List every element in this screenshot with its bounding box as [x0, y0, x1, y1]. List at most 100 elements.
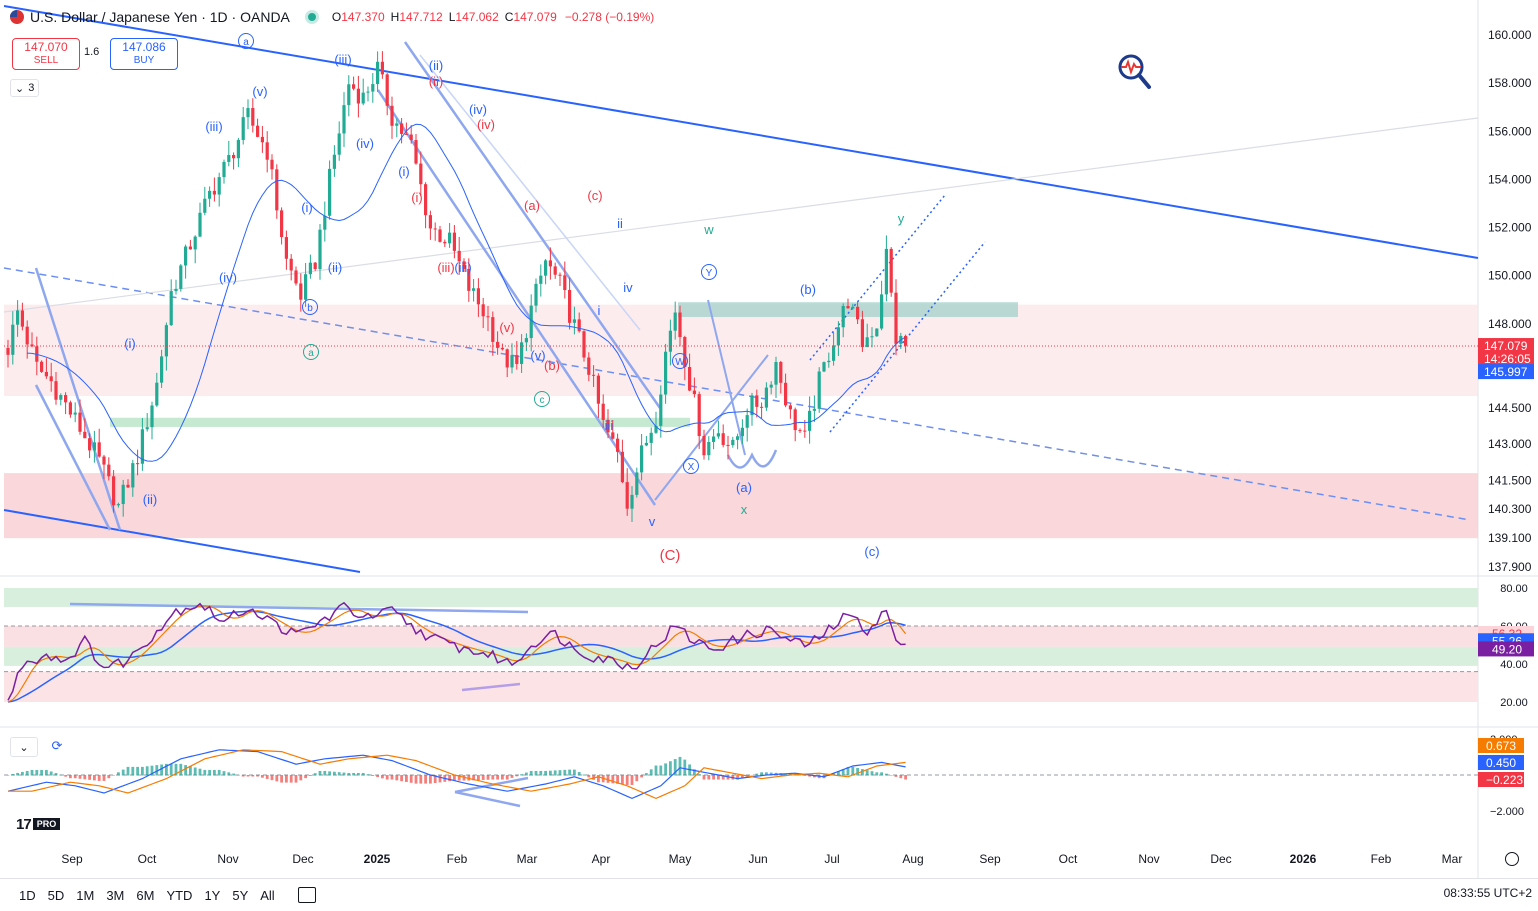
- candle-body: [438, 229, 442, 242]
- macd-hist-bar: [189, 766, 192, 776]
- candle-body: [332, 154, 336, 169]
- magnify-chart-icon[interactable]: [1116, 52, 1152, 92]
- macd-hist-bar: [299, 775, 303, 781]
- range-1m[interactable]: 1M: [76, 887, 95, 903]
- range-3m[interactable]: 3M: [106, 887, 125, 903]
- macd-hist-bar: [45, 769, 48, 776]
- wave-label: (C): [660, 547, 681, 564]
- candle-body: [558, 274, 562, 276]
- macd-hist-bar: [208, 769, 211, 776]
- macd-hist-bar: [669, 761, 672, 776]
- macd-hist-bar: [193, 767, 197, 776]
- candle-body: [817, 371, 821, 409]
- lower-trend-line: [3, 509, 361, 573]
- double-bottom-arc: [726, 449, 778, 469]
- candle-body: [793, 409, 797, 431]
- macd-hist-bar: [309, 775, 312, 776]
- candle-body: [534, 283, 538, 306]
- price-tick-label: 144.500: [1488, 401, 1532, 415]
- candle-body: [16, 310, 20, 325]
- candle-body: [788, 405, 792, 410]
- macd-hist-bar: [765, 772, 768, 776]
- macd-hist-bar: [155, 765, 159, 776]
- wave-label: (ii): [328, 260, 342, 275]
- macd-hist-bar: [419, 775, 423, 784]
- price-chart-svg[interactable]: a(iii) (ii)(ii)(v)(iv)(iv)(iii)(iv)(i)(i)…: [0, 0, 1538, 878]
- wave-label: X: [688, 462, 695, 473]
- macd-hist-bar: [841, 769, 845, 776]
- macd-hist-bar: [83, 775, 87, 780]
- range-1y[interactable]: 1Y: [204, 887, 221, 903]
- macd-hist-bar: [323, 770, 327, 776]
- range-5d[interactable]: 5D: [47, 887, 65, 903]
- candle-body: [457, 250, 461, 262]
- macd-hist-bar: [198, 768, 202, 776]
- sell-button[interactable]: 147.070 SELL: [12, 38, 80, 70]
- wave-label: (ii): [429, 58, 443, 73]
- candle-body: [808, 410, 812, 431]
- rsi-mid-zone: [4, 626, 1478, 647]
- ohlc-key: H: [390, 10, 400, 24]
- range-6m[interactable]: 6M: [136, 887, 155, 903]
- rsi-tick-label: 20.00: [1500, 697, 1528, 709]
- macd-hist-bar: [621, 775, 624, 785]
- dashed-trend-line: [3, 267, 1471, 521]
- x-tick-label: Mar: [1442, 852, 1463, 866]
- macd-hist-bar: [549, 770, 552, 776]
- candle-body: [179, 265, 183, 289]
- range-all[interactable]: All: [260, 887, 275, 903]
- wave-label: (i): [398, 164, 410, 179]
- candle-body: [328, 168, 332, 216]
- x-tick-label: May: [669, 852, 692, 866]
- buy-price: 147.086: [122, 40, 166, 54]
- macd-hist-bar: [333, 771, 336, 776]
- macd-hist-bar: [280, 775, 283, 783]
- macd-hist-bar: [337, 772, 341, 776]
- candle-body: [707, 441, 711, 456]
- range-5y[interactable]: 5Y: [232, 887, 249, 903]
- candle-body: [323, 215, 327, 230]
- macd-hist-bar: [577, 772, 581, 776]
- range-ytd[interactable]: YTD: [166, 887, 193, 903]
- candle-body: [404, 133, 408, 135]
- candle-body: [78, 412, 82, 432]
- macd-hist-bar: [40, 769, 43, 776]
- candle-body: [448, 232, 452, 244]
- x-tick-label: Dec: [292, 852, 313, 866]
- wave-label: (i): [124, 336, 136, 351]
- last-price: 14:26:05: [1484, 352, 1531, 366]
- wave-label: (iii): [334, 52, 351, 67]
- candle-body: [270, 159, 274, 170]
- symbol-title[interactable]: U.S. Dollar / Japanese Yen · 1D · OANDA: [30, 9, 290, 25]
- price-tick-label: 137.900: [1488, 560, 1532, 574]
- candle-body: [587, 357, 591, 375]
- macd-hist-bar: [21, 771, 24, 776]
- macd-hist-bar: [457, 775, 461, 781]
- sync-icon[interactable]: ⟳: [44, 737, 70, 755]
- candle-body: [145, 427, 149, 430]
- collapse-pane-button[interactable]: ⌄: [10, 737, 38, 757]
- gear-icon[interactable]: [1505, 852, 1519, 866]
- candle-body: [472, 288, 476, 291]
- candle-body: [198, 212, 202, 237]
- macd-hist-bar: [117, 772, 120, 776]
- indicators-toggle[interactable]: ⌄ 3: [10, 79, 40, 97]
- candle-body: [83, 431, 87, 439]
- candle-body: [280, 210, 284, 238]
- candle-body: [740, 427, 744, 437]
- buy-button[interactable]: 147.086 BUY: [110, 38, 178, 70]
- macd-hist-bar: [808, 775, 811, 777]
- candle-body: [769, 384, 773, 388]
- candle-body: [486, 316, 490, 318]
- change-value: −0.278 (−0.19%): [564, 10, 655, 24]
- candle-body: [544, 260, 548, 276]
- calendar-icon[interactable]: [297, 887, 316, 903]
- candle-body: [49, 376, 53, 382]
- macd-hist-bar: [414, 775, 418, 784]
- macd-hist-bar: [357, 772, 360, 776]
- candle-body: [184, 246, 188, 266]
- range-1d[interactable]: 1D: [19, 887, 36, 903]
- macd-hist-bar: [889, 775, 893, 776]
- wave-label: (b): [800, 282, 816, 297]
